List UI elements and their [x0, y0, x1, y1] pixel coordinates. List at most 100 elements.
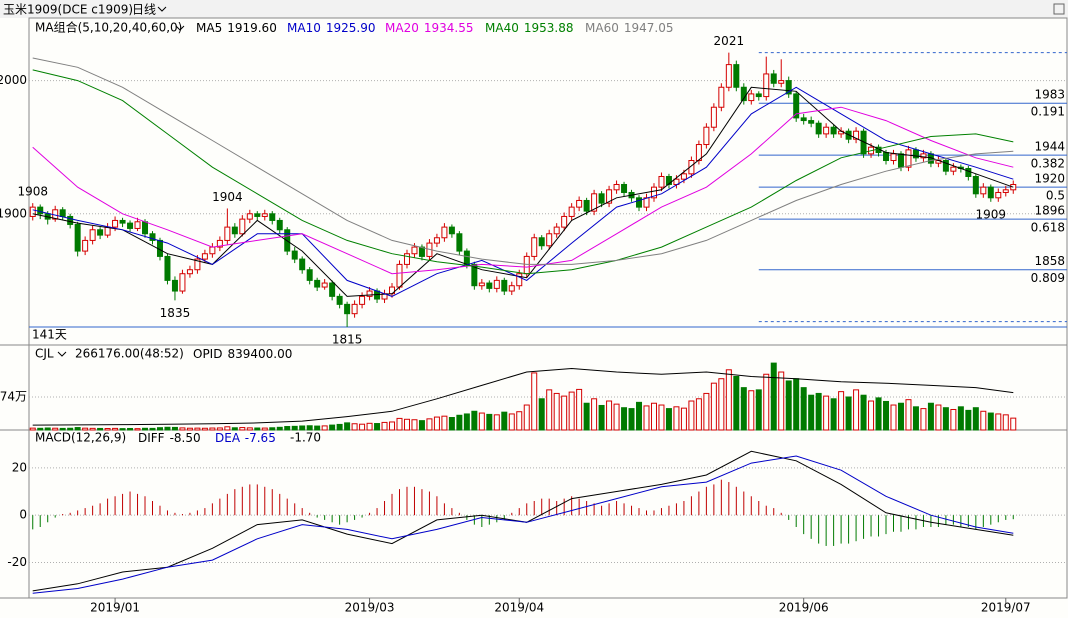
candle-body [231, 226, 238, 235]
volume-bar [321, 425, 328, 431]
candle-body [127, 222, 134, 229]
fib-ratio: 0.382 [1031, 157, 1065, 171]
volume-bar [516, 411, 523, 431]
volume-bar [501, 411, 508, 431]
legend-name: DIFF [138, 431, 165, 445]
volume-bar [643, 405, 650, 431]
dropdown-icon[interactable] [57, 351, 67, 357]
volume-bar [284, 426, 291, 431]
candle-body [808, 120, 815, 124]
legend-name: MA10 [287, 21, 321, 35]
volume-bar [793, 378, 800, 431]
volume-bar [104, 428, 111, 431]
volume-bar [186, 427, 193, 431]
volume-bar [231, 427, 238, 431]
price-annotation: 1908 [17, 185, 48, 199]
volume-bar [82, 427, 89, 431]
candle-body [493, 279, 500, 289]
legend-entry: MA40 1953.88 [485, 21, 573, 35]
volume-bar [755, 389, 762, 431]
candle-body [239, 218, 246, 235]
volume-bar [942, 407, 949, 431]
candle-body [433, 237, 440, 244]
candle-body [396, 263, 403, 288]
legend-value: 839400.00 [227, 347, 292, 361]
volume-bar [740, 387, 747, 431]
volume-bar [426, 418, 433, 431]
legend-value: 1919.60 [227, 21, 277, 35]
candle-body [815, 122, 822, 135]
candle-body [553, 226, 560, 235]
window-button[interactable] [1053, 3, 1065, 15]
legend-name: MA5 [196, 21, 222, 35]
volume-bar [606, 400, 613, 431]
volume-bar [636, 401, 643, 431]
volume-bar [456, 414, 463, 431]
volume-bar [216, 427, 223, 431]
volume-bar [403, 418, 410, 431]
volume-bar [695, 398, 702, 431]
volume-bar [261, 427, 268, 431]
volume-bar [710, 382, 717, 431]
candle-body [336, 295, 343, 305]
legend-value: -7.65 [245, 431, 276, 445]
volume-bar [935, 404, 942, 431]
volume-bar [471, 410, 478, 431]
y-tick-label: 0 [19, 508, 27, 522]
candle-body [800, 117, 807, 122]
candle-body [411, 246, 418, 255]
y-tick-label: 74万 [0, 389, 27, 403]
volume-bar [860, 394, 867, 431]
candle-body [276, 219, 283, 231]
volume-bar [680, 407, 687, 431]
candle-body [650, 186, 657, 199]
candle-body [965, 168, 972, 177]
volume-bar [254, 427, 261, 431]
candle-body [269, 213, 276, 221]
candle-body [486, 282, 493, 289]
volume-bar [142, 427, 149, 431]
volume-bar [374, 423, 381, 431]
candle-body [830, 126, 837, 135]
volume-bar [179, 427, 186, 431]
line [32, 86, 1014, 297]
dropdown-icon[interactable] [157, 6, 167, 12]
dropdown-icon[interactable] [175, 25, 185, 31]
volume-bar [853, 389, 860, 431]
volume-bar [703, 392, 710, 431]
candle-body [995, 191, 1002, 199]
volume-bar [576, 388, 583, 431]
line [32, 69, 1014, 275]
volume-bar [344, 422, 351, 431]
candle-body [538, 237, 545, 247]
volume-bar [883, 400, 890, 431]
volume-bar [276, 426, 283, 431]
price-annotation: 1904 [212, 190, 243, 204]
candle-body [942, 160, 949, 172]
volume-bar [628, 408, 635, 431]
candle-body [516, 273, 523, 287]
candle-body [523, 255, 530, 275]
candle-body [97, 229, 104, 236]
candle-body [583, 199, 590, 212]
volume-bar [673, 406, 680, 431]
volume-bar [845, 396, 852, 431]
period[interactable]: 日线 [132, 3, 156, 17]
fib-value: 1920 [1034, 172, 1065, 186]
candle-body [763, 73, 770, 98]
legend-value: 1925.90 [326, 21, 376, 35]
volume-bar [44, 427, 51, 431]
volume-bar [733, 375, 740, 431]
legend-name: DEA [215, 431, 241, 445]
volume-bar [725, 369, 732, 431]
candle-body [725, 64, 732, 88]
volume-bar [209, 427, 216, 431]
volume-bar [950, 408, 957, 431]
volume-bar [112, 427, 119, 431]
x-tick-label: 2019/03 [345, 601, 395, 615]
candle-body [606, 189, 613, 204]
volume-bar [980, 410, 987, 431]
volume-bar [314, 425, 321, 431]
candle-body [74, 223, 81, 252]
